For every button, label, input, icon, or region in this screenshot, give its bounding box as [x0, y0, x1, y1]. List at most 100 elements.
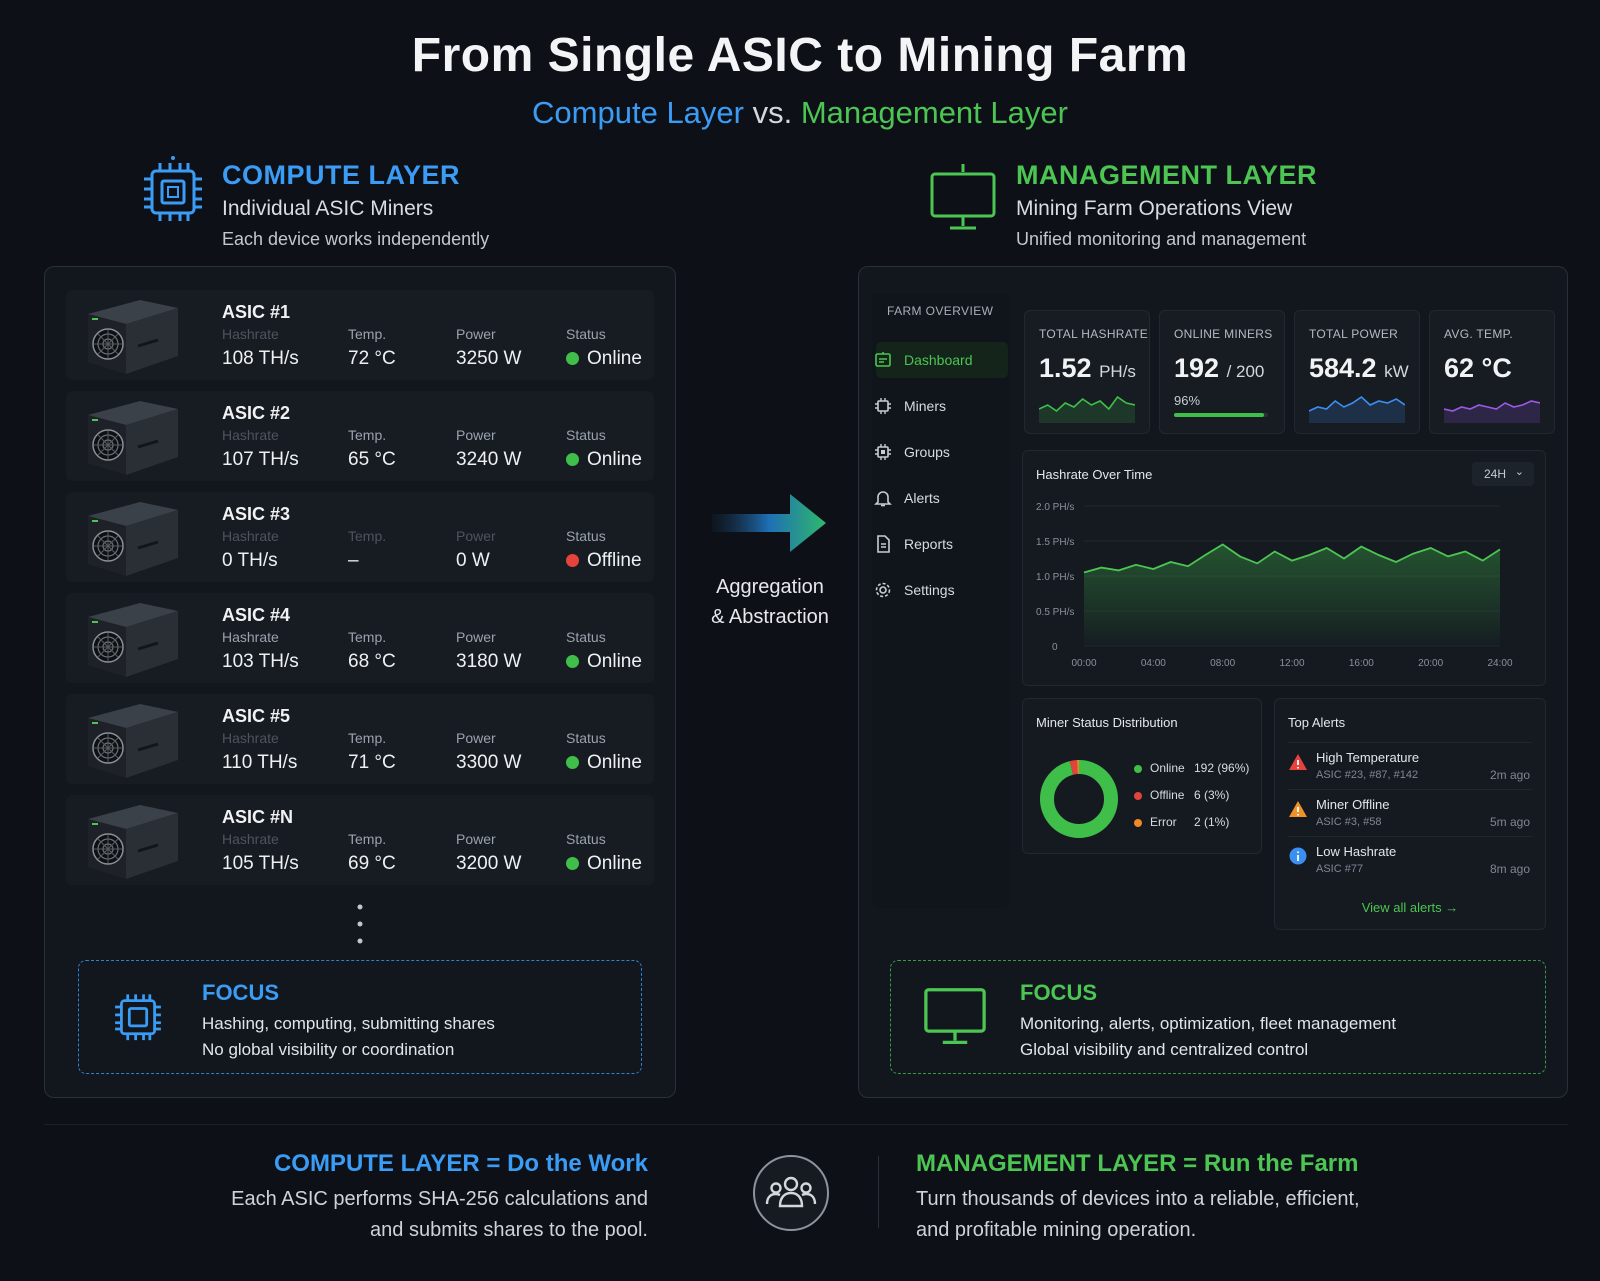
legend-label: Online — [1150, 761, 1185, 775]
asic-power-value: 0 W — [456, 550, 490, 571]
bottom-compute-line1: Each ASIC performs SHA-256 calculations … — [231, 1188, 648, 1210]
x-tick-label: 04:00 — [1141, 658, 1166, 669]
alert-sub: ASIC #77 — [1316, 863, 1364, 875]
chevron-down-icon: ⌄ — [1514, 466, 1524, 478]
nav-item-reports[interactable]: Reports — [874, 528, 953, 560]
asic-power: Power 3250 W — [456, 326, 521, 370]
nav-item-miners[interactable]: Miners — [874, 390, 946, 422]
legend-dot-icon — [1134, 792, 1142, 800]
alert-name: Low Hashrate — [1316, 844, 1397, 859]
kpi-number: 584.2 — [1309, 353, 1377, 383]
asic-status-text: Online — [587, 752, 642, 773]
kpi-label: TOTAL HASHRATE — [1039, 327, 1149, 341]
asic-status-label: Status — [566, 831, 606, 847]
asic-power: Power 3240 W — [456, 427, 521, 471]
nav-item-dashboard[interactable]: Dashboard — [874, 344, 973, 376]
x-tick-label: 00:00 — [1071, 658, 1096, 669]
asic-status: Status Offline — [566, 528, 642, 572]
asic-status: Status Online — [566, 427, 642, 471]
kpi-card: ONLINE MINERS 192 / 200 96% — [1159, 310, 1285, 434]
legend-dot-icon — [1134, 819, 1142, 827]
x-tick-label: 08:00 — [1210, 658, 1235, 669]
legend-value: 6 (3%) — [1194, 788, 1230, 802]
kpi-label: AVG. TEMP. — [1444, 327, 1514, 341]
asic-hashrate-label: Hashrate — [222, 831, 279, 847]
asic-status-label: Status — [566, 528, 606, 544]
compute-layer-subtitle: Individual ASIC Miners — [222, 197, 434, 220]
asic-status-text: Online — [587, 348, 642, 369]
asic-row: ASIC #2 Hashrate 107 TH/s Temp. 65 °C Power 32… — [66, 391, 654, 481]
bottom-management-line1: Turn thousands of devices into a reliabl… — [916, 1188, 1360, 1210]
asic-status-value: Online — [566, 651, 642, 673]
alert-item[interactable]: High Temperature ASIC #23, #87, #142 2m ag… — [1316, 750, 1530, 782]
page-subtitle: Compute Layer vs. Management Layer — [0, 95, 1600, 131]
asic-hashrate: Hashrate 107 TH/s — [222, 427, 299, 471]
asic-status: Status Online — [566, 326, 642, 370]
asic-hashrate: Hashrate 105 TH/s — [222, 831, 299, 875]
status-dot-icon — [566, 756, 579, 769]
asic-hashrate-value: 103 TH/s — [222, 651, 299, 672]
asic-temp-label: Temp. — [348, 427, 387, 443]
management-focus-line1: Monitoring, alerts, optimization, fleet … — [1020, 1014, 1397, 1033]
asic-status-text: Online — [587, 853, 642, 874]
subtitle-compute: Compute Layer — [532, 95, 744, 130]
alert-item[interactable]: Miner Offline ASIC #3, #58 5m ago — [1316, 797, 1530, 829]
legend-value: 192 (96%) — [1194, 761, 1250, 775]
asic-hashrate-value: 0 TH/s — [222, 550, 278, 571]
range-select[interactable]: 24H ⌄ — [1472, 462, 1534, 486]
view-all-alerts-link[interactable]: View all alerts → — [1361, 900, 1459, 915]
asic-temp: Temp. 72 °C — [348, 326, 396, 370]
chip-icon — [115, 994, 161, 1041]
compute-focus-line1: Hashing, computing, submitting shares — [202, 1014, 495, 1033]
asic-status-label: Status — [566, 730, 606, 746]
asic-hashrate-label: Hashrate — [222, 629, 279, 645]
asic-hashrate-value: 110 TH/s — [222, 752, 298, 773]
bell-icon — [874, 491, 892, 507]
asic-hashrate-label: Hashrate — [222, 730, 279, 746]
asic-name: ASIC #2 — [222, 403, 291, 423]
nav-item-alerts[interactable]: Alerts — [874, 482, 940, 514]
asic-status-value: Offline — [566, 550, 642, 572]
compute-focus-title: FOCUS — [202, 980, 279, 1005]
asic-temp-value: 72 °C — [348, 348, 396, 369]
asic-power-label: Power — [456, 528, 496, 544]
bottom-management-summary: MANAGEMENT LAYER = Run the Farm Turn tho… — [916, 1150, 1476, 1242]
monitor-icon — [924, 988, 986, 1045]
alert-item[interactable]: Low Hashrate ASIC #77 8m ago — [1316, 844, 1530, 876]
y-tick-label: 0.5 PH/s — [1036, 607, 1074, 618]
nav-item-groups[interactable]: Groups — [874, 436, 950, 468]
asic-temp-value: 68 °C — [348, 651, 396, 672]
page-title: From Single ASIC to Mining Farm — [411, 29, 1189, 82]
management-focus-text: FOCUS Monitoring, alerts, optimization, … — [1020, 980, 1396, 1060]
asic-name: ASIC #3 — [222, 504, 291, 524]
asic-status-value: Online — [566, 348, 642, 370]
alert-name: Miner Offline — [1316, 797, 1390, 812]
kpi-sparkline — [1309, 395, 1405, 423]
nav-item-settings[interactable]: Settings — [874, 574, 955, 606]
legend-dot-icon — [1134, 765, 1142, 773]
asic-status-text: Online — [587, 449, 642, 470]
status-dot-icon — [566, 857, 579, 870]
asic-hashrate: Hashrate 108 TH/s — [222, 326, 299, 370]
kpi-unit: kW — [1384, 362, 1409, 381]
asic-temp-label: Temp. — [348, 326, 387, 342]
asic-status-value: Online — [566, 853, 642, 875]
hashrate-chart: 2.0 PH/s 1.5 PH/s 1.0 PH/s 0.5 PH/s 0 00:00 04… — [1036, 502, 1513, 669]
nav-item-label: Settings — [904, 582, 955, 598]
asic-hashrate: Hashrate 0 TH/s — [222, 528, 279, 572]
asic-status-label: Status — [566, 326, 606, 342]
status-dot-icon — [566, 352, 579, 365]
kpi-label: ONLINE MINERS — [1174, 327, 1273, 341]
alert-divider — [1288, 836, 1532, 837]
asic-temp: Temp. 65 °C — [348, 427, 396, 471]
kpi-value: 62 °C — [1444, 353, 1512, 384]
status-dot-icon — [566, 453, 579, 466]
y-tick-label: 2.0 PH/s — [1036, 502, 1074, 513]
legend-item: Error 2 (1%) — [1134, 815, 1229, 829]
asic-power-value: 3200 W — [456, 853, 522, 874]
team-icon — [753, 1155, 829, 1231]
asic-temp: Temp. 69 °C — [348, 831, 396, 875]
management-focus-box — [890, 960, 1546, 1074]
alert-divider — [1288, 742, 1532, 743]
kpi-card: TOTAL POWER 584.2 kW — [1294, 310, 1420, 434]
